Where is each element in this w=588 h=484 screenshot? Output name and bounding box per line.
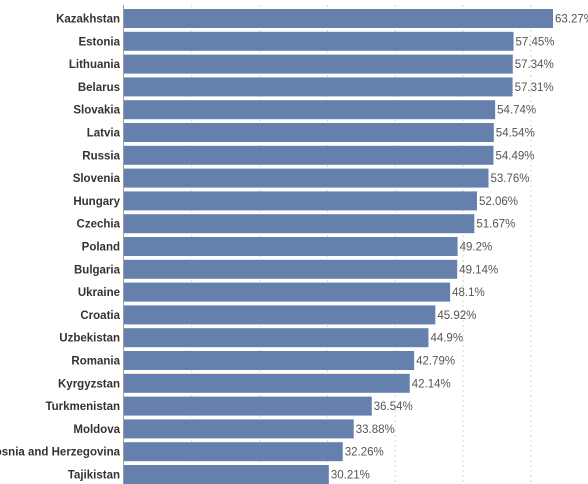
bars: [124, 9, 553, 484]
category-label-uzbekistan: Uzbekistan: [59, 333, 120, 345]
category-label-hungary: Hungary: [73, 196, 120, 208]
value-label-turkmenistan: 36.54%: [374, 401, 413, 413]
bar-lithuania: [124, 54, 513, 74]
category-label-bosnia-and-herzegovina: Bosnia and Herzegovina: [0, 447, 121, 459]
value-label-slovenia: 53.76%: [491, 173, 530, 185]
value-label-russia: 54.49%: [495, 150, 534, 162]
bar-uzbekistan: [124, 328, 429, 348]
bar-slovenia: [124, 168, 489, 188]
category-label-russia: Russia: [82, 150, 120, 162]
bar-romania: [124, 351, 415, 370]
bar-ukraine: [124, 282, 451, 302]
category-label-turkmenistan: Turkmenistan: [45, 401, 120, 413]
value-label-kazakhstan: 63.27%: [555, 14, 588, 26]
value-label-belarus: 57.31%: [515, 82, 554, 94]
value-label-kyrgyzstan: 42.14%: [412, 378, 451, 390]
bar-turkmenistan: [124, 396, 372, 416]
bar-moldova: [124, 419, 354, 439]
value-label-latvia: 54.54%: [496, 128, 535, 140]
value-label-lithuania: 57.34%: [515, 59, 554, 71]
value-label-poland: 49.2%: [460, 242, 493, 254]
category-label-lithuania: Lithuania: [69, 59, 121, 71]
category-labels: Kazakhstan Estonia Lithuania Belarus Slovaki…: [0, 14, 121, 482]
category-label-moldova: Moldova: [73, 424, 120, 436]
bar-bulgaria: [124, 259, 458, 279]
category-label-slovenia: Slovenia: [73, 173, 121, 185]
category-label-poland: Poland: [82, 242, 120, 254]
bar-latvia: [124, 123, 494, 142]
value-labels: 63.27%57.45% 57.34% 57.31% 54.74% 54.54% 54.4…: [331, 14, 588, 482]
bar-poland: [124, 237, 458, 256]
value-label-hungary: 52.06%: [479, 196, 518, 208]
bar-belarus: [124, 77, 513, 97]
category-label-ukraine: Ukraine: [78, 287, 120, 299]
value-label-moldova: 33.88%: [356, 424, 395, 436]
bar-russia: [124, 145, 494, 165]
value-label-slovakia: 54.74%: [497, 105, 536, 117]
category-label-bulgaria: Bulgaria: [74, 264, 121, 276]
bar-slovakia: [124, 100, 496, 120]
bar-croatia: [124, 305, 436, 325]
category-label-slovakia: Slovakia: [73, 105, 120, 117]
category-label-kazakhstan: Kazakhstan: [56, 14, 120, 26]
value-label-croatia: 45.92%: [437, 310, 476, 322]
bar-kyrgyzstan: [124, 373, 410, 393]
category-label-latvia: Latvia: [87, 128, 121, 140]
category-label-tajikistan: Tajikistan: [68, 470, 120, 482]
value-label-ukraine: 48.1%: [452, 287, 485, 299]
bar-czechia: [124, 214, 475, 234]
category-label-kyrgyzstan: Kyrgyzstan: [58, 378, 120, 390]
category-label-croatia: Croatia: [80, 310, 120, 322]
bar-estonia: [124, 31, 514, 51]
bar-tajikistan: [124, 465, 329, 484]
value-label-romania: 42.79%: [416, 356, 455, 368]
category-label-czechia: Czechia: [77, 219, 121, 231]
value-label-bosnia-and-herzegovina: 32.26%: [345, 447, 384, 459]
value-label-uzbekistan: 44.9%: [430, 333, 463, 345]
bar-bosnia-and-herzegovina: [124, 442, 343, 462]
value-label-tajikistan: 30.21%: [331, 470, 370, 482]
value-label-czechia: 51.67%: [476, 219, 515, 231]
category-label-romania: Romania: [71, 356, 120, 368]
value-label-bulgaria: 49.14%: [459, 264, 498, 276]
bar-kazakhstan: [124, 9, 553, 28]
category-label-estonia: Estonia: [78, 36, 120, 48]
value-label-estonia: 57.45%: [516, 36, 555, 48]
bar-hungary: [124, 191, 477, 211]
category-label-belarus: Belarus: [78, 82, 120, 94]
